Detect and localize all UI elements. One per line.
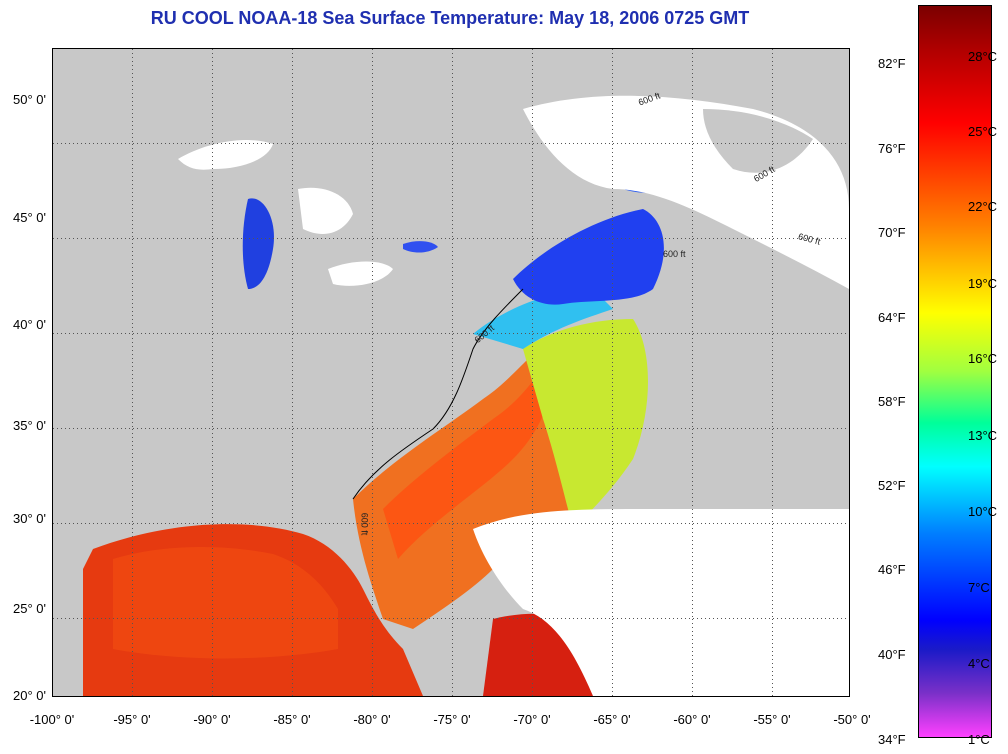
latitude-label: 45° 0': [13, 210, 46, 225]
longitude-label: -95° 0': [113, 712, 151, 727]
fahrenheit-label: 76°F: [878, 141, 906, 156]
longitude-label: -60° 0': [673, 712, 711, 727]
latitude-label: 40° 0': [13, 317, 46, 332]
longitude-label: -80° 0': [353, 712, 391, 727]
fahrenheit-label: 58°F: [878, 394, 906, 409]
celsius-label: 19°C: [968, 276, 998, 291]
longitude-label: -65° 0': [593, 712, 631, 727]
fahrenheit-label: 40°F: [878, 647, 906, 662]
sst-map-panel[interactable]: 600 ft 600 ft 600 ft 600 ft 600 ft 600 f…: [52, 48, 850, 697]
celsius-label: 1°C: [968, 732, 990, 747]
longitude-label: -85° 0': [273, 712, 311, 727]
fahrenheit-label: 82°F: [878, 56, 906, 71]
fahrenheit-label: 70°F: [878, 225, 906, 240]
longitude-label: -70° 0': [513, 712, 551, 727]
celsius-label: 10°C: [968, 504, 998, 519]
celsius-label: 22°C: [968, 199, 998, 214]
celsius-label: 28°C: [968, 49, 998, 64]
temperature-colorbar: [918, 5, 992, 738]
latitude-label: 25° 0': [13, 601, 46, 616]
contour-label: 600 ft: [359, 512, 370, 536]
longitude-label: -50° 0': [833, 712, 871, 727]
latitude-label: 35° 0': [13, 418, 46, 433]
latitude-label: 30° 0': [13, 511, 46, 526]
celsius-label: 13°C: [968, 428, 998, 443]
fahrenheit-label: 46°F: [878, 562, 906, 577]
celsius-label: 7°C: [968, 580, 990, 595]
latitude-label: 20° 0': [13, 688, 46, 703]
latitude-label: 50° 0': [13, 92, 46, 107]
celsius-label: 25°C: [968, 124, 998, 139]
longitude-label: -90° 0': [193, 712, 231, 727]
fahrenheit-label: 64°F: [878, 310, 906, 325]
celsius-label: 4°C: [968, 656, 990, 671]
fahrenheit-label: 52°F: [878, 478, 906, 493]
fahrenheit-label: 34°F: [878, 732, 906, 747]
longitude-label: -55° 0': [753, 712, 791, 727]
contour-label: 600 ft: [663, 249, 686, 259]
longitude-label: -75° 0': [433, 712, 471, 727]
sst-map-graphic: [53, 49, 849, 696]
celsius-label: 16°C: [968, 351, 998, 366]
longitude-label: -100° 0': [29, 712, 75, 727]
map-title: RU COOL NOAA-18 Sea Surface Temperature:…: [150, 8, 750, 28]
